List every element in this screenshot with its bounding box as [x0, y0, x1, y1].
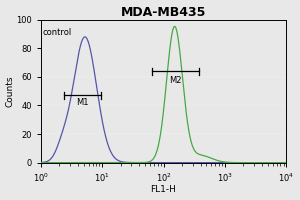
Text: M1: M1 — [76, 98, 89, 107]
Text: control: control — [43, 28, 72, 37]
X-axis label: FL1-H: FL1-H — [151, 185, 176, 194]
Text: M2: M2 — [169, 76, 182, 85]
Y-axis label: Counts: Counts — [6, 75, 15, 107]
Title: MDA-MB435: MDA-MB435 — [121, 6, 206, 19]
